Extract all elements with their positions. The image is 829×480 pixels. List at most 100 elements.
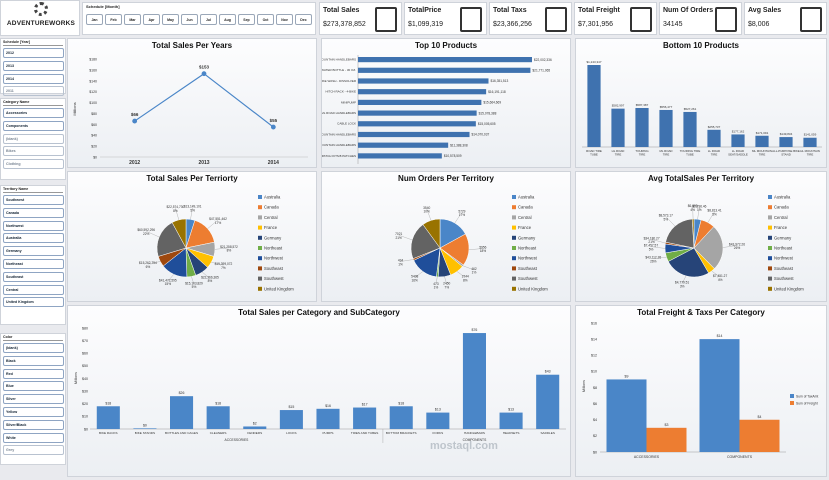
gear-logo-icon — [34, 2, 48, 16]
bar-value-label: $15,664,669 — [483, 101, 501, 105]
slicer-item[interactable]: Accessories — [3, 108, 64, 118]
category-label: ACCESSORIES — [634, 455, 660, 459]
y-tick-label: $0 — [593, 450, 597, 454]
slicer-item[interactable]: Silver — [3, 394, 64, 405]
kpi-title: Total Freight — [578, 7, 620, 14]
slicer-item[interactable]: 2011 — [3, 86, 64, 97]
y-tick-label: $60 — [82, 352, 88, 356]
bar-value-label: $177,162 — [732, 129, 745, 133]
slicer-item[interactable]: Red — [3, 368, 64, 379]
product-label: HL ROAD TIRE — [612, 149, 625, 157]
y-tick-label: $14 — [591, 337, 597, 341]
slicer-item[interactable]: Yellow — [3, 407, 64, 417]
month-button-mar[interactable]: Mar — [124, 14, 141, 25]
legend-swatch — [258, 215, 262, 220]
month-button-aug[interactable]: Aug — [219, 14, 236, 25]
slicer-item[interactable]: Bikes — [3, 146, 64, 157]
y-tick-label: $0 — [84, 427, 88, 431]
slicer-item[interactable]: Blue — [3, 381, 64, 392]
kpi-value: 34145 — [663, 21, 683, 28]
month-button-may[interactable]: May — [162, 14, 179, 25]
top10-bar — [358, 67, 531, 73]
freight-taxs-panel: Total Freight & Taxs Per Category Millio… — [575, 305, 827, 477]
month-button-nov[interactable]: Nov — [276, 14, 293, 25]
slicer-item[interactable]: Black — [3, 355, 64, 366]
legend-swatch — [512, 225, 516, 230]
month-button-apr[interactable]: Apr — [143, 14, 160, 25]
sales-per-years-panel: Total Sales Per Years Millions $0 $20 $40 $6… — [67, 38, 317, 168]
bar-value-label: $13 — [435, 408, 441, 412]
legend-label: Sum of TaxAmt — [796, 395, 818, 399]
price-tag-icon — [460, 7, 482, 32]
slicer-item[interactable]: Canada — [3, 207, 64, 218]
legend-label: Australia — [774, 195, 791, 200]
month-button-dec[interactable]: Dec — [295, 14, 312, 25]
slicer-item[interactable]: Silver/Black — [3, 419, 64, 430]
slicer-item[interactable]: 2013 — [3, 60, 64, 71]
legend-swatch — [258, 286, 262, 291]
product-label: ML ROAD TIRE — [659, 149, 672, 157]
leader-line — [190, 207, 193, 220]
top10-bar — [358, 121, 476, 127]
bar-value-label: $10,578,509 — [444, 154, 462, 158]
bar-value-label: $43 — [545, 370, 551, 374]
slice-label: 434 1% — [398, 258, 404, 266]
slicer-item[interactable]: Northwest — [3, 220, 64, 231]
product-label: CABLE LOCK — [337, 122, 356, 126]
legend-swatch — [258, 276, 262, 281]
subcategory-label: FORKS — [433, 431, 444, 435]
slicer-item[interactable]: Components — [3, 120, 64, 131]
month-button-jun[interactable]: Jun — [181, 14, 198, 25]
month-button-jul[interactable]: Jul — [200, 14, 217, 25]
bar-value-label: $18 — [215, 401, 221, 405]
slicer-item[interactable]: Northeast — [3, 259, 64, 269]
y-tick-label: $4 — [593, 418, 597, 422]
month-button-jan[interactable]: Jan — [86, 14, 103, 25]
y-tick-label: $70 — [82, 339, 88, 343]
slicer-item[interactable]: White — [3, 432, 64, 443]
legend-label: Germany — [518, 235, 536, 240]
slicer-item[interactable]: Clothing — [3, 159, 64, 170]
slicer-item[interactable]: Australia — [3, 233, 64, 244]
month-button-oct[interactable]: Oct — [257, 14, 274, 25]
slicer-item[interactable]: 2012 — [3, 48, 64, 58]
product-label: WATER BOTTLE - 30 OZ. — [322, 68, 356, 72]
bar-value-label: $13 — [508, 408, 514, 412]
bar-value-label: $16 — [325, 404, 331, 408]
slice-label: $7,451.27 4% — [713, 274, 727, 282]
slice-label: $41,472,595 15% — [159, 278, 177, 286]
slicer-item[interactable]: (blank) — [3, 343, 64, 353]
bottom10-bar — [803, 137, 817, 147]
slicer-item[interactable]: Germany — [3, 246, 64, 257]
slicer-item[interactable]: Southeast — [3, 271, 64, 282]
top10-products-title: Top 10 Products — [414, 41, 478, 50]
slicer-item[interactable]: (blank) — [3, 133, 64, 144]
y-tick-label: $50 — [82, 364, 88, 368]
slicer-item[interactable]: Central — [3, 284, 64, 295]
legend-swatch — [768, 256, 772, 261]
leader-line — [400, 259, 414, 262]
leader-line — [650, 246, 666, 249]
subcategory-label: HANDLEBARS — [464, 431, 485, 435]
bar-value-label: $255,737 — [708, 125, 721, 129]
slicer-item[interactable]: Southwest — [3, 195, 64, 205]
month-button-feb[interactable]: Feb — [105, 14, 122, 25]
month-button-sep[interactable]: Sep — [238, 14, 255, 25]
subcategory-label: CLEANERS — [210, 431, 227, 435]
slicer-item[interactable]: United Kingdom — [3, 297, 64, 308]
leader-line — [398, 234, 413, 241]
line-point — [201, 71, 207, 77]
leader-line — [454, 212, 463, 224]
slicer-item[interactable]: 2014 — [3, 73, 64, 84]
subcategory-label: TIRES AND TUBES — [351, 431, 378, 435]
kpi-title: Total Sales — [323, 7, 360, 14]
subcategory-label: LOCKS — [286, 431, 297, 435]
bar-value-label: $14 — [717, 334, 723, 338]
slice-label: 2450 7% — [443, 282, 450, 290]
bar-value-label: $2 — [253, 421, 257, 425]
legend-label: Canada — [774, 205, 789, 210]
legend-swatch — [768, 246, 772, 250]
slicer-item[interactable]: Grey — [3, 445, 64, 456]
leader-line — [435, 276, 438, 285]
bar-value-label: $141,059 — [804, 133, 817, 137]
